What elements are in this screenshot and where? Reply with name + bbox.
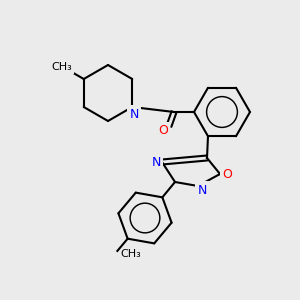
Text: O: O	[222, 167, 232, 181]
Text: N: N	[197, 184, 207, 196]
Text: CH₃: CH₃	[120, 249, 141, 259]
Text: O: O	[158, 124, 168, 137]
Text: N: N	[130, 107, 139, 121]
Text: CH₃: CH₃	[52, 62, 72, 72]
Text: N: N	[151, 155, 161, 169]
